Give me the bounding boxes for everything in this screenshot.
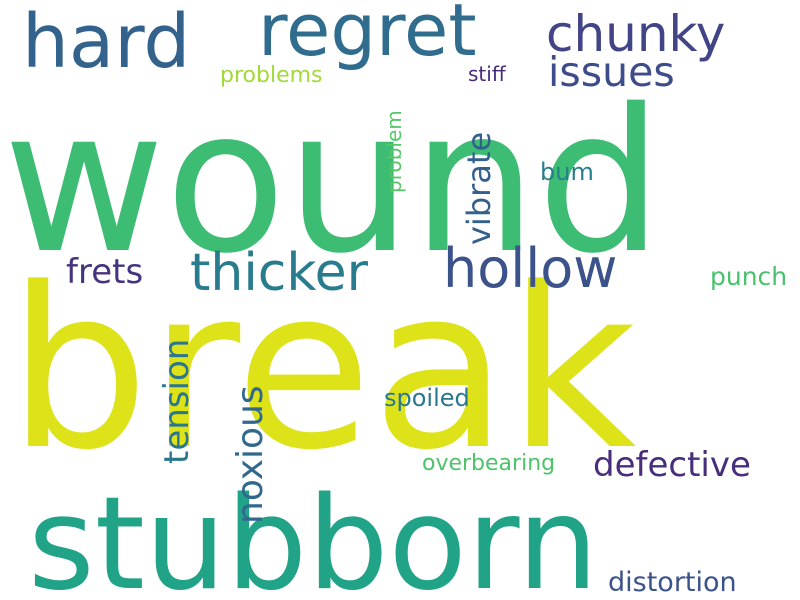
word-spoiled: spoiled xyxy=(384,384,470,412)
word-overbearing: overbearing xyxy=(422,451,555,476)
word-bum: bum xyxy=(540,158,594,186)
word-regret: regret xyxy=(258,0,477,72)
word-noxious: noxious xyxy=(230,385,271,524)
word-hollow: hollow xyxy=(443,237,617,300)
word-vibrate: vibrate xyxy=(460,132,498,245)
word-thicker: thicker xyxy=(190,243,369,303)
word-problem: problem xyxy=(382,110,406,193)
word-hard: hard xyxy=(22,0,190,85)
word-stiff: stiff xyxy=(468,62,507,86)
word-wound: wound xyxy=(3,66,663,297)
word-problems: problems xyxy=(220,63,323,88)
word-frets: frets xyxy=(66,252,143,292)
word-break: break xyxy=(8,241,637,499)
word-stubborn: stubborn xyxy=(28,470,598,600)
word-tension: tension xyxy=(157,339,197,464)
word-issues: issues xyxy=(548,48,675,96)
word-punch: punch xyxy=(710,262,787,291)
word-distortion: distortion xyxy=(608,567,737,598)
word-defective: defective xyxy=(593,445,751,485)
word-chunky: chunky xyxy=(546,5,725,63)
